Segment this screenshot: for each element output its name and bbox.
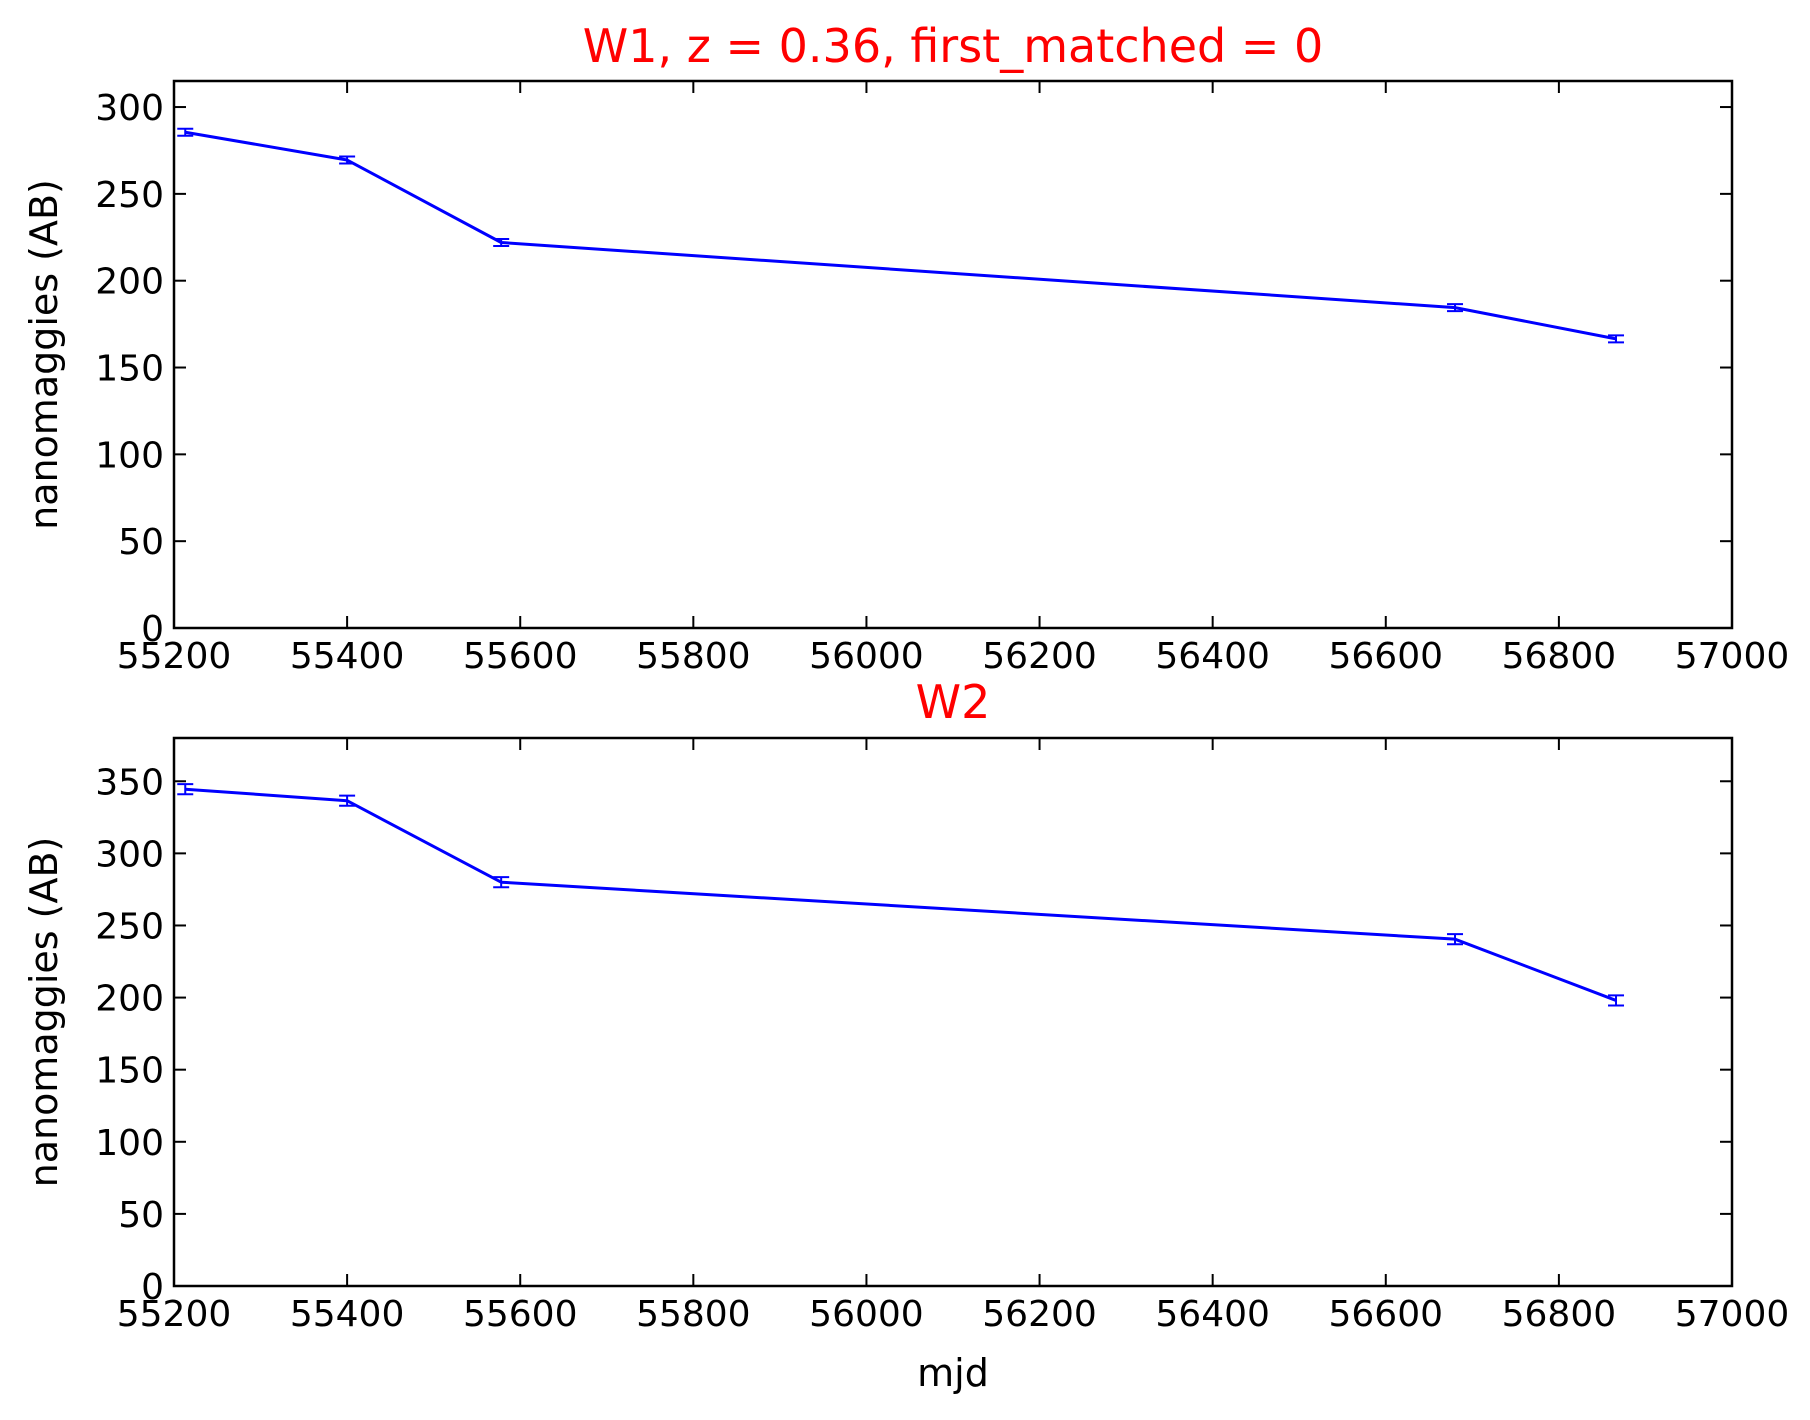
- chart-2-data-point: [1608, 994, 1625, 1007]
- chart-2-plot-frame: [172, 736, 1734, 1288]
- chart-1-x-tick-label: 55400: [290, 636, 405, 677]
- chart-2-x-axis-label: mjd: [917, 1351, 989, 1395]
- chart-1-y-tick-label: 0: [141, 609, 164, 650]
- chart-1-data-point: [1608, 334, 1625, 344]
- chart-2-x-tick-label: 55600: [463, 1294, 578, 1335]
- chart-2: W2 55200 55400 55600 55800 56000 56200 56400 566…: [22, 675, 1789, 1395]
- chart-2-series-line: [185, 787, 1617, 1002]
- chart-2-x-tick-label: 56200: [982, 1294, 1097, 1335]
- chart-1: W1, z = 0.36, first_matched = 0 55200 5540…: [22, 19, 1789, 677]
- chart-1-y-tick-label: 150: [95, 349, 164, 390]
- chart-1-y-tick-label: 200: [95, 262, 164, 303]
- chart-2-y-tick-label: 350: [95, 762, 164, 803]
- chart-2-x-tick-label: 56400: [1155, 1294, 1270, 1335]
- chart-2-x-tick-label: 57000: [1675, 1294, 1790, 1335]
- chart-2-y-tick-label: 200: [95, 979, 164, 1020]
- chart-2-y-tick-label: 150: [95, 1051, 164, 1092]
- chart-1-y-tick-label: 100: [95, 435, 164, 476]
- chart-1-x-tick-label: 56400: [1155, 636, 1270, 677]
- chart-1-data-point: [177, 127, 194, 137]
- chart-1-y-tick-label: 300: [95, 88, 164, 129]
- chart-2-y-tick-label: 100: [95, 1123, 164, 1164]
- chart-2-y-tick-label: 250: [95, 906, 164, 947]
- chart-1-x-tick-label: 55800: [636, 636, 751, 677]
- chart-1-x-tick-label: 55600: [463, 636, 578, 677]
- chart-2-title: W2: [916, 675, 991, 729]
- chart-1-series-line: [184, 130, 1617, 341]
- chart-2-x-tick-label: 55200: [117, 1294, 232, 1335]
- chart-1-x-tick-label: 56000: [809, 636, 924, 677]
- chart-1-x-tick-label: 56800: [1502, 636, 1617, 677]
- chart-2-y-axis-label: nanomaggies (AB): [22, 837, 66, 1188]
- chart-2-y-tick-label: 50: [118, 1195, 164, 1236]
- chart-2-x-tick-label: 55400: [290, 1294, 405, 1335]
- chart-1-x-tick-label: 55200: [117, 636, 232, 677]
- chart-1-x-tick-label: 56600: [1329, 636, 1444, 677]
- chart-2-x-tick-label: 56000: [809, 1294, 924, 1335]
- chart-2-x-tick-label: 56800: [1502, 1294, 1617, 1335]
- chart-1-y-tick-label: 250: [95, 175, 164, 216]
- chart-1-plot-frame: [172, 79, 1734, 630]
- chart-1-x-tick-label: 57000: [1675, 636, 1790, 677]
- chart-1-data-point: [1447, 303, 1464, 313]
- chart-2-data-point: [493, 876, 510, 889]
- chart-1-data-point: [339, 155, 356, 165]
- chart-2-y-tick-label: 0: [141, 1267, 164, 1308]
- chart-2-data-point: [339, 794, 356, 807]
- chart-1-y-tick-label: 50: [118, 522, 164, 563]
- chart-2-data-point: [1447, 933, 1464, 946]
- chart-2-x-tick-label: 56600: [1329, 1294, 1444, 1335]
- chart-2-y-tick-label: 300: [95, 834, 164, 875]
- chart-1-x-tick-label: 56200: [982, 636, 1097, 677]
- chart-2-x-tick-label: 55800: [636, 1294, 751, 1335]
- chart-1-y-axis-label: nanomaggies (AB): [22, 179, 66, 530]
- chart-2-data-point: [177, 783, 194, 796]
- chart-1-data-point: [493, 238, 510, 247]
- chart-1-title: W1, z = 0.36, first_matched = 0: [583, 19, 1324, 73]
